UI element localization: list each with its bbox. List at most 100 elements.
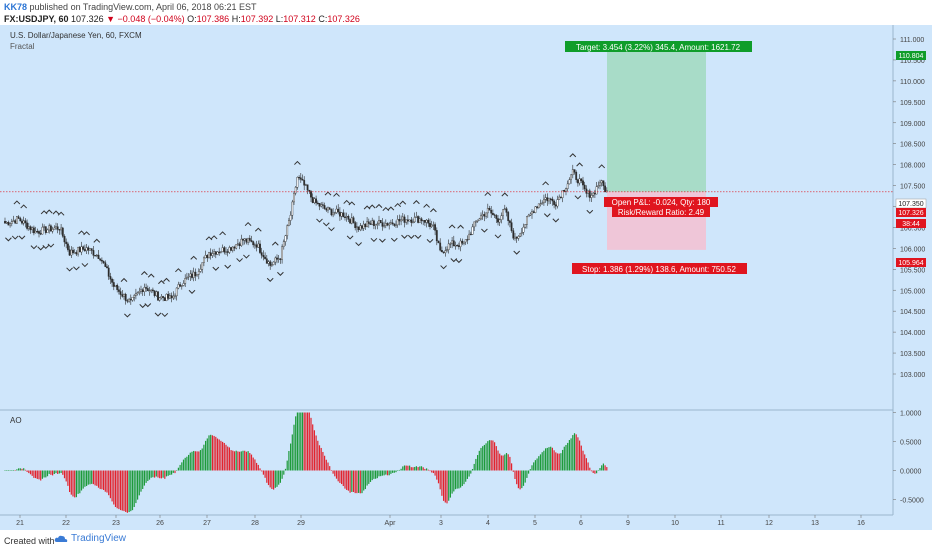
candle-body	[150, 289, 153, 291]
fractal-down-marker	[37, 246, 45, 251]
candle-body	[578, 178, 581, 184]
candle-body	[350, 217, 353, 224]
candle-body	[265, 258, 268, 264]
candle-body	[104, 262, 107, 267]
candle-body	[141, 289, 144, 292]
candle-body	[325, 208, 328, 211]
ao-bar	[497, 450, 499, 471]
author-link[interactable]: KK78	[4, 2, 28, 12]
candle-body	[245, 238, 248, 243]
candle-body	[114, 284, 117, 287]
candle-body	[560, 196, 562, 199]
candle-body	[97, 254, 100, 259]
ao-bar	[111, 470, 113, 502]
ao-bar	[121, 470, 123, 511]
fractal-up-marker	[163, 277, 170, 282]
fractal-up-marker	[141, 271, 148, 276]
candle-body	[536, 206, 539, 208]
candle-body	[595, 186, 598, 195]
ao-bar	[48, 470, 50, 474]
candle-body	[503, 208, 506, 210]
ao-bar	[352, 470, 355, 492]
ao-bar	[244, 450, 246, 471]
ao-bar	[181, 462, 183, 471]
candle-body	[507, 212, 510, 222]
ao-bar	[456, 470, 458, 489]
candle-body	[48, 225, 51, 231]
fractal-up-marker	[271, 241, 279, 246]
candle-body	[582, 180, 584, 186]
candle-body	[5, 222, 8, 224]
candle-body	[121, 294, 124, 297]
price-tick-label: 111.000	[900, 37, 924, 44]
ao-bar	[342, 470, 344, 487]
ao-bar	[11, 470, 13, 471]
candle-body	[502, 209, 504, 216]
candle-body	[117, 289, 120, 292]
ao-bar	[41, 470, 43, 479]
candle-body	[102, 260, 105, 263]
ao-bar	[52, 470, 54, 476]
ao-bar	[453, 470, 455, 492]
fractal-down-marker	[212, 266, 220, 271]
fractal-up-marker	[501, 192, 509, 197]
ao-bar	[267, 470, 270, 486]
ao-bar	[546, 447, 548, 471]
ao-bar	[412, 467, 414, 471]
time-tick-label: 21	[16, 520, 24, 527]
candle-body	[594, 192, 596, 195]
last-price-value: 107.326	[898, 210, 923, 217]
time-tick-label: 5	[533, 520, 537, 527]
time-tick-label: 4	[486, 520, 490, 527]
candle-body	[604, 185, 607, 193]
ao-bar	[320, 447, 322, 471]
candle-body	[128, 298, 130, 302]
candle-body	[361, 225, 363, 229]
candle-body	[311, 196, 314, 203]
ao-bar	[446, 470, 448, 504]
tradingview-brand[interactable]: TradingView	[54, 533, 126, 544]
candle-body	[308, 189, 311, 192]
ao-bar	[380, 470, 382, 477]
candle-body	[12, 220, 15, 222]
chart-area[interactable]: U.S. Dollar/Japanese Yen, 60, FXCM Fract…	[0, 25, 932, 530]
candle-body	[600, 180, 603, 184]
low-label: L:	[275, 14, 284, 24]
ao-bar	[482, 446, 484, 471]
fractal-down-marker	[42, 244, 50, 250]
candle-body	[463, 241, 465, 244]
ao-bar	[245, 451, 247, 471]
candle-body	[131, 296, 134, 301]
candle-body	[554, 204, 557, 207]
candle-body	[570, 174, 573, 180]
ao-bar	[222, 441, 224, 471]
time-axis[interactable]: 21 22 23 26 27 28 29 Apr 3 4 5 6 9 10 11 12 13 16	[16, 515, 865, 527]
candle-body	[539, 203, 542, 205]
candle-body	[43, 226, 46, 228]
candle-body	[126, 300, 129, 302]
ao-bar	[495, 446, 497, 471]
ao-bar	[9, 470, 11, 471]
target-zone[interactable]	[607, 47, 706, 192]
ao-bar	[329, 466, 331, 471]
ao-bar	[266, 470, 268, 483]
candle-body	[27, 226, 30, 229]
high-value: 107.392	[240, 14, 274, 24]
ao-bar	[555, 452, 557, 471]
candle-body	[204, 255, 207, 259]
ao-bar	[403, 465, 406, 471]
ao-bar	[475, 458, 477, 471]
fractal-down-marker	[322, 222, 330, 227]
ao-bar	[511, 463, 513, 471]
ao-bar	[16, 469, 18, 471]
candle-body	[478, 218, 481, 221]
ao-bar	[330, 470, 332, 471]
fractal-up-marker	[394, 202, 402, 208]
ao-bar	[137, 470, 139, 500]
fractal-up-marker	[20, 204, 28, 209]
price-chart[interactable]: U.S. Dollar/Japanese Yen, 60, FXCM Fract…	[0, 25, 932, 530]
price-tick-label: 110.000	[900, 79, 925, 86]
ao-bar	[335, 470, 338, 479]
candle-body	[172, 295, 175, 299]
candle-body	[418, 218, 421, 223]
